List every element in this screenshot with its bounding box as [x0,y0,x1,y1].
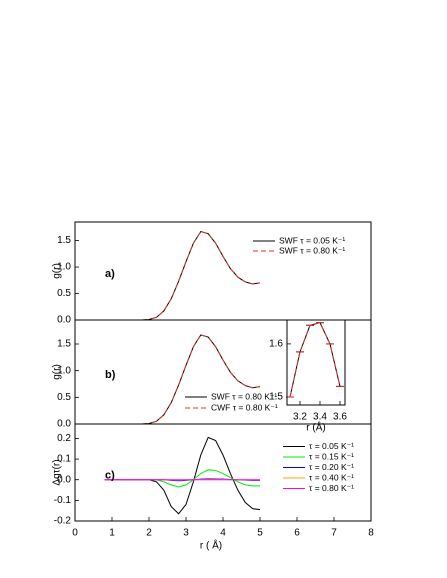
y-tick-label: 0.0 [57,419,71,430]
x-tick-label: 3.2 [293,412,307,423]
y-tick-label: 1.0 [57,365,71,376]
y-tick-label: -0.2 [54,516,72,527]
legend-label: SWF τ = 0.05 K⁻¹ [279,235,345,245]
y-tick-label: 0.0 [57,315,71,326]
x-tick-label: 6 [294,528,300,539]
panel-label: c) [105,469,115,481]
x-tick-label: 7 [331,528,337,539]
y-tick-label: 0.0 [57,474,71,485]
data-line [112,334,261,424]
legend-label: τ = 0.15 K⁻¹ [309,451,354,461]
y-tick-label: 0.5 [57,392,71,403]
x-tick-label: 3 [183,528,189,539]
x-tick-label: 5 [257,528,263,539]
y-tick-label: 0.2 [57,433,71,444]
x-axis-label: r ( Å) [200,539,222,552]
x-tick-label: 1 [109,528,115,539]
x-tick-label: 0 [72,528,78,539]
y-tick-label: 0.1 [57,454,71,465]
y-tick-label: 0.5 [57,288,71,299]
frame [74,423,372,522]
x-tick-label: 2 [146,528,152,539]
y-axis-label: g(r) [52,364,63,380]
legend-label: CWF τ = 0.80 K⁻¹ [211,402,278,412]
legend-label: SWF τ = 0.80 K⁻¹ [279,245,345,255]
y-axis-label: Δgτ(r) [52,459,63,485]
x-axis-label: r (Å) [306,421,325,434]
y-tick-label: 1.0 [57,262,71,273]
x-tick-label: 8 [368,528,374,539]
panel-label: a) [105,268,115,280]
data-line [112,230,261,320]
frame [286,319,346,406]
x-tick-label: 4 [220,528,226,539]
y-tick-label: 1.5 [269,392,283,403]
legend-label: SWF τ = 0.80 K⁻¹ [211,391,277,401]
y-axis-label: g(r) [52,263,63,279]
legend-label: τ = 0.80 K⁻¹ [309,483,354,493]
inset-background [287,320,345,405]
x-tick-label: 3.6 [333,412,347,423]
legend-label: τ = 0.05 K⁻¹ [309,441,354,451]
data-line [289,322,341,398]
x-tick-label: 3.4 [313,412,327,423]
y-tick-label: 1.5 [57,235,71,246]
legend-label: τ = 0.40 K⁻¹ [309,472,354,482]
y-tick-label: -0.1 [54,495,72,506]
legend-label: τ = 0.20 K⁻¹ [309,462,354,472]
y-tick-label: 1.6 [269,339,283,350]
panel-label: b) [105,369,116,381]
y-tick-label: 1.5 [57,339,71,350]
